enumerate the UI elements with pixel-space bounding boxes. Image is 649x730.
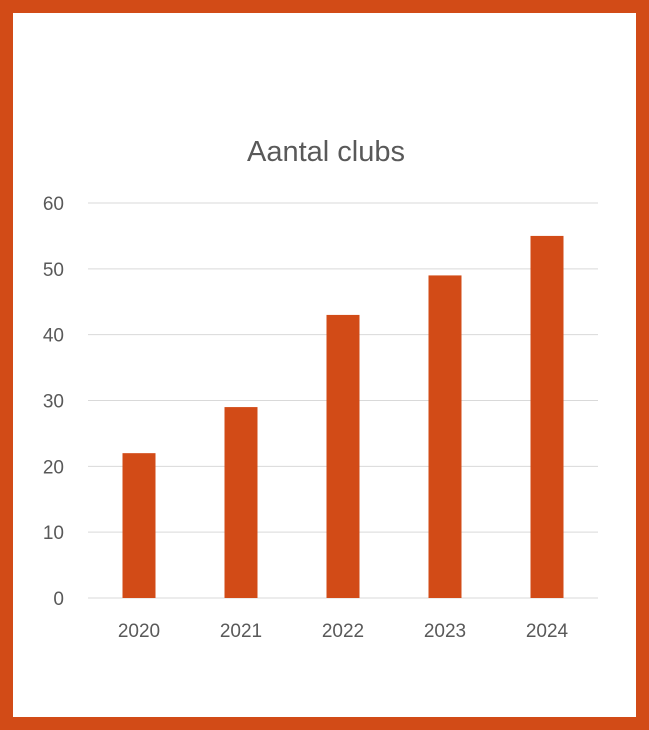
x-axis-ticks: 2020 2021 2022 2023 2024 [118,621,569,642]
y-tick-label: 60 [43,194,64,215]
y-tick-label: 0 [53,589,64,610]
y-tick-label: 20 [43,457,64,478]
bars [122,235,564,598]
y-tick-label: 40 [43,326,64,347]
y-tick-label: 10 [43,523,64,544]
bar-2021 [224,407,258,598]
y-axis-ticks: 0 10 20 30 40 50 60 [43,194,64,610]
bar-2020 [122,453,156,598]
x-tick-label: 2024 [526,621,569,642]
x-tick-label: 2023 [424,621,466,642]
bar-2024 [530,235,564,598]
bar-2022 [326,314,360,598]
x-tick-label: 2020 [118,621,160,642]
chart-title: Aantal clubs [247,136,405,168]
bar-2023 [428,275,462,598]
y-tick-label: 50 [43,260,64,281]
y-tick-label: 30 [43,392,64,413]
x-tick-label: 2021 [220,621,262,642]
x-tick-label: 2022 [322,621,364,642]
